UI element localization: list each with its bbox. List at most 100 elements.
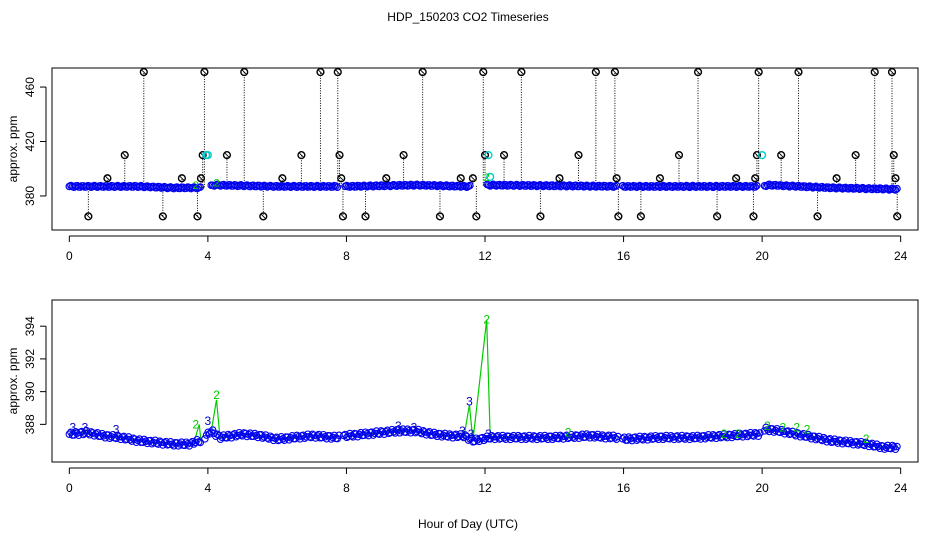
baseline-point — [607, 182, 616, 190]
spike-marker-cross — [518, 69, 524, 75]
spike-marker — [674, 151, 684, 160]
series-label: 3 — [459, 424, 466, 438]
top-alt-markers — [202, 151, 767, 182]
top-y-axis: 380 420 460 — [23, 77, 47, 206]
series-point — [848, 438, 856, 447]
alt-marker — [203, 151, 212, 160]
series-point — [286, 434, 295, 442]
green-label: 2 — [193, 180, 199, 192]
bottom-x-tick-label: 24 — [894, 481, 908, 495]
spike-marker — [468, 174, 477, 183]
spike-marker-cross — [480, 69, 486, 75]
spike-marker-cross — [279, 175, 285, 181]
spike-marker — [655, 174, 665, 183]
spike-marker — [456, 174, 465, 183]
series-point — [187, 439, 195, 447]
spike-marker-cross — [401, 152, 407, 158]
spike-marker-cross — [338, 175, 344, 181]
bottom-y-tick-label: 394 — [23, 316, 37, 336]
top-x-tick-label: 24 — [894, 249, 908, 263]
spike-marker — [198, 151, 207, 160]
top-x-axis: 0 4 8 12 16 20 24 — [66, 235, 908, 263]
spike-marker-cross — [336, 152, 343, 158]
series-label: 3 — [466, 394, 473, 408]
spike-marker — [555, 174, 564, 183]
spike-marker — [337, 174, 346, 183]
top-green-labels: 2 2 2 — [193, 172, 490, 192]
top-y-tick-label: 380 — [23, 186, 37, 206]
spike-marker — [851, 151, 860, 160]
spike-marker-cross — [614, 175, 620, 181]
spike-marker — [418, 67, 427, 77]
spike-marker-cross — [298, 152, 304, 158]
spike-marker-cross — [894, 213, 900, 219]
series-label: 2 — [735, 427, 742, 441]
spike-marker-cross — [179, 175, 185, 181]
spike-marker-cross — [335, 69, 341, 75]
spike-marker — [891, 174, 900, 183]
spike-marker-cross — [593, 69, 599, 75]
spike-marker — [893, 212, 902, 221]
series-label: 3 — [468, 427, 475, 441]
series-point — [141, 437, 150, 446]
bottom-y-axis-title: approx. ppm — [6, 348, 20, 415]
spike-marker — [612, 174, 621, 183]
baseline-point — [748, 182, 756, 190]
spike-marker-cross — [889, 69, 895, 75]
spike-marker — [200, 67, 209, 77]
top-spike-markers — [84, 67, 902, 221]
bottom-y-tick-label: 388 — [23, 414, 37, 434]
bottom-y-axis: 388 390 392 394 — [23, 316, 47, 434]
top-x-tick-label: 0 — [66, 249, 73, 263]
series-label: 2 — [780, 421, 787, 435]
spike-marker-cross — [834, 175, 840, 181]
spike-marker — [103, 174, 112, 183]
spike-marker-cross — [420, 69, 426, 75]
spike-marker — [193, 212, 202, 221]
spike-marker-cross — [85, 213, 91, 219]
series-label: 3 — [69, 421, 76, 435]
spike-marker-cross — [891, 152, 897, 158]
series-label: 2 — [213, 388, 220, 402]
spike-marker — [574, 151, 583, 160]
spike-marker — [177, 174, 187, 183]
spike-marker-cross — [241, 69, 247, 75]
spike-marker-cross — [752, 175, 758, 181]
spike-marker-cross — [853, 152, 859, 158]
bottom-x-axis: 0 4 8 12 16 20 24 — [66, 467, 908, 495]
spike-marker — [889, 151, 898, 160]
alt-marker — [758, 151, 767, 160]
series-label: 3 — [395, 419, 402, 433]
spike-marker — [259, 212, 268, 221]
top-plot-frame — [51, 67, 919, 231]
spike-marker-cross — [501, 152, 507, 158]
series-point — [756, 429, 764, 437]
spike-marker — [278, 174, 287, 183]
spike-marker-cross — [383, 175, 389, 181]
spike-marker — [335, 151, 344, 160]
spike-marker — [870, 67, 879, 77]
top-y-axis-title: approx. ppm — [6, 116, 20, 183]
spike-marker — [887, 67, 897, 77]
spike-marker — [813, 212, 822, 221]
top-spike-lines — [87, 72, 898, 217]
spike-marker — [536, 212, 545, 221]
spike-marker — [832, 174, 841, 183]
spike-marker — [777, 151, 786, 160]
spike-marker-cross — [260, 213, 266, 219]
series-line — [346, 319, 617, 441]
spike-marker — [399, 151, 408, 160]
series-label: 3 — [82, 421, 89, 435]
baseline-point — [196, 183, 205, 191]
top-x-tick-label: 4 — [205, 249, 212, 263]
spike-marker-cross — [815, 213, 821, 219]
spike-marker — [333, 67, 342, 77]
series-point — [252, 431, 261, 440]
series-point — [874, 442, 883, 451]
spike-marker — [139, 67, 148, 77]
spike-marker-cross — [638, 213, 644, 219]
spike-marker — [636, 212, 645, 221]
spike-marker — [591, 67, 600, 77]
